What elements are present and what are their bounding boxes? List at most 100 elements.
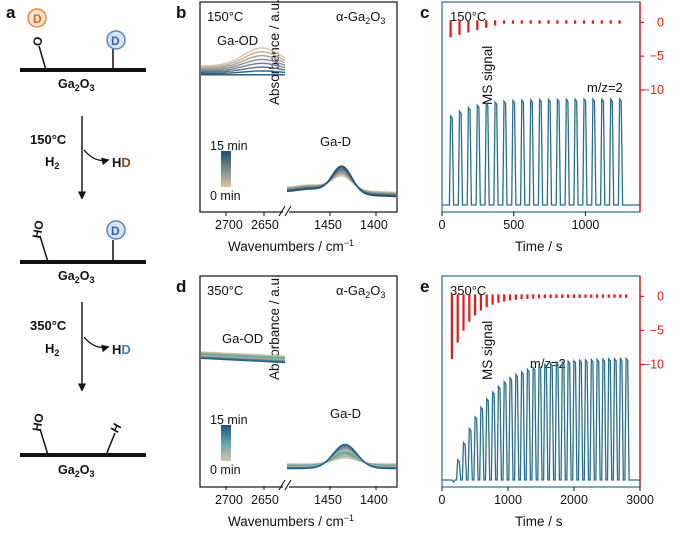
- step-2-temp: 350°C: [30, 318, 67, 333]
- h2-consumption-bar-7: [491, 294, 494, 305]
- panel-label-d: d: [176, 277, 186, 296]
- panel-d-ir-spectra-350: d Absorbance / a.u. 350°C α-Ga2O3 Ga-OD …: [176, 274, 398, 529]
- panel-e-ylabel: MS signal: [480, 321, 495, 380]
- panel-b-colorbar: [221, 151, 231, 187]
- panel-e-xlabel: Time / s: [515, 514, 563, 529]
- h2-consumption-bar-0: [449, 20, 452, 38]
- h2-consumption-bar-19: [561, 294, 564, 298]
- h2-consumption-bar-2: [462, 294, 465, 331]
- h2-consumption-bar-19: [618, 20, 621, 24]
- panel-b-annotation-ga-d: Ga-D: [320, 134, 351, 149]
- bond-o-1: [38, 45, 47, 71]
- h2-consumption-bar-14: [532, 294, 535, 299]
- h2-consumption-bar-0: [450, 294, 453, 360]
- surface-label-1: Ga2O3: [58, 77, 94, 93]
- h2-consumption-bar-25: [596, 294, 599, 298]
- h2-consumption-bar-22: [578, 294, 581, 298]
- h2-consumption-bar-16: [591, 20, 594, 24]
- panel-b-title: 150°C: [207, 9, 243, 24]
- h2-consumption-bar-12: [556, 20, 559, 24]
- xtick-label-0: 0: [439, 493, 446, 507]
- spectrum-left-2: [200, 55, 286, 70]
- h2-consumption-bar-5: [479, 294, 482, 311]
- d-on-o-label: D: [33, 12, 42, 26]
- xtick-label-0: 0: [439, 218, 446, 232]
- panel-c-title: 150°C: [450, 9, 486, 24]
- panel-b-annotation-ga-od: Ga-OD: [217, 33, 258, 48]
- h2-consumption-bar-11: [547, 20, 550, 24]
- panel-c-xlabel: Time / s: [515, 239, 563, 254]
- panel-e-y2ticks: 0 −5 −10: [639, 276, 664, 487]
- h2-consumption-bar-28: [613, 294, 616, 298]
- panel-b-xtick-3: 1400: [360, 218, 388, 232]
- panel-label-e: e: [420, 277, 429, 296]
- panel-c-y2ticks: 0 −5 −10: [639, 2, 664, 212]
- axis-break-gap: [283, 207, 289, 217]
- spectrum-left-3: [201, 58, 286, 71]
- axis-break-gap: [283, 481, 289, 491]
- h2-consumption-bar-21: [572, 294, 575, 298]
- panel-e-ms-350: e MS signal 350°C m/z=2 0 1000 2000 3000 0 −…: [420, 275, 664, 529]
- h2-consumption-bar-18: [609, 20, 612, 24]
- y2tick-label-1: −5: [650, 49, 664, 63]
- y2tick-label-1: −5: [650, 323, 664, 337]
- h2-consumption-bar-1: [458, 20, 461, 35]
- adsorbate-o-1: O: [30, 35, 45, 47]
- h2-consumption-bar-30: [625, 294, 628, 298]
- h2-consumption-bar-7: [511, 20, 514, 24]
- h2-consumption-bar-14: [574, 20, 577, 24]
- h2-consumption-bar-6: [485, 294, 488, 308]
- panel-b-spectra: [200, 47, 397, 217]
- panel-c-ms-150: c MS signal 150°C m/z=2 0 500 1000 0−5−10 …: [420, 1, 664, 254]
- panel-d-xtick-3: 1400: [360, 493, 388, 507]
- h2-consumption-bar-29: [619, 294, 622, 298]
- panel-b-frame: [199, 1, 398, 213]
- panel-b-xlabel: Wavenumbers / cm−1: [228, 238, 354, 254]
- step-1-product: HD: [112, 155, 131, 170]
- d-on-ga-label-2: D: [111, 224, 120, 238]
- axis-break-mark-2: [284, 479, 292, 491]
- step-1-temp: 150°C: [30, 132, 67, 147]
- panel-b-ir-spectra-150: b Absorbance / a.u. 150°C α-Ga2O3 Ga-OD …: [176, 0, 398, 254]
- step-2-gas: H2: [45, 341, 59, 358]
- panel-d-annotation-ga-od: Ga-OD: [222, 331, 263, 346]
- y2tick-label-0: 0: [657, 289, 664, 303]
- panel-e-annotation: m/z=2: [530, 356, 566, 371]
- panel-b-xtick-1: 2650: [251, 218, 279, 232]
- step-1-gas: H2: [45, 154, 59, 171]
- surface-label-3: Ga2O3: [58, 463, 94, 479]
- panel-d-colorbar: [221, 425, 231, 461]
- panel-d-xticks: 2700 2650 1450 1400: [215, 493, 388, 507]
- h2-consumption-bar-13: [565, 20, 568, 24]
- h2-consumption-bar-3: [476, 20, 479, 31]
- h2-consumption-bar-17: [600, 20, 603, 24]
- axis-break-mark-2: [284, 205, 292, 217]
- panel-d-xtick-0: 2700: [215, 493, 243, 507]
- panel-d-spectra: [200, 351, 396, 491]
- panel-c-h2-consumption: [449, 20, 621, 38]
- h2-consumption-bar-8: [520, 20, 523, 24]
- d-on-o-atom: [27, 8, 47, 28]
- panel-c-ms-trace: [442, 97, 640, 206]
- spectrum-left-9: [200, 357, 286, 364]
- panel-d-xtick-2: 1450: [314, 493, 342, 507]
- xtick-label-2: 2000: [560, 493, 588, 507]
- bond-h-3: [105, 432, 116, 456]
- panel-d-frame: [199, 275, 398, 488]
- panel-a-scheme: a O D D Ga2O3 150°C H2 HD HO: [6, 3, 146, 479]
- axis-break-mark-1: [278, 479, 286, 491]
- surface-2: HO D Ga2O3: [20, 219, 146, 285]
- surface-label-2: Ga2O3: [58, 269, 94, 285]
- panel-c-annotation: m/z=2: [587, 80, 623, 95]
- xtick-label-1: 1000: [494, 493, 522, 507]
- panel-d-xlabel: Wavenumbers / cm−1: [228, 513, 354, 529]
- h2-consumption-bar-5: [494, 20, 497, 26]
- h2-consumption-bar-3: [468, 294, 471, 322]
- xtick-label-2: 1000: [572, 218, 600, 232]
- panel-e-title: 350°C: [450, 283, 486, 298]
- spectrum-right-0: [287, 457, 396, 465]
- h2-consumption-bar-10: [538, 20, 541, 24]
- ms-signal-line: [442, 356, 640, 484]
- panel-e-ms-trace: [442, 356, 640, 484]
